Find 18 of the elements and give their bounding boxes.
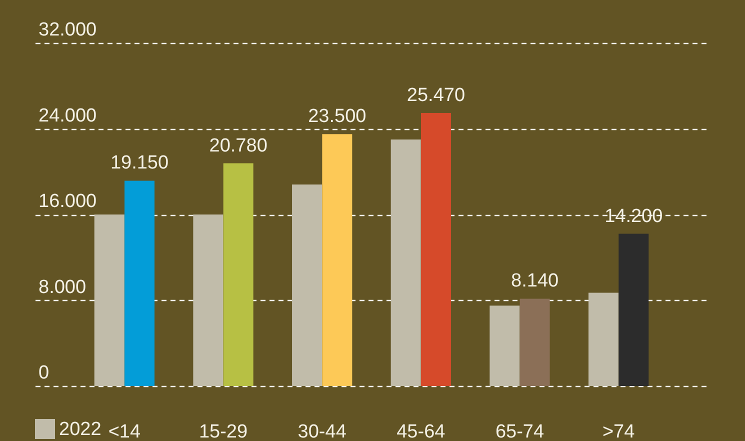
data-label: 25.470 bbox=[406, 84, 466, 106]
y-tick-label: 8.000 bbox=[38, 276, 86, 298]
y-tick-label: 32.000 bbox=[38, 20, 97, 40]
x-tick-label: >74 bbox=[602, 422, 636, 441]
legend-label: 2022 bbox=[59, 419, 102, 440]
data-label: 20.780 bbox=[209, 135, 268, 156]
x-tick-label: <14 bbox=[108, 422, 141, 441]
data-label: 23.500 bbox=[308, 106, 366, 128]
data-label: 14.200 bbox=[604, 206, 663, 227]
x-tick-label: 15-29 bbox=[198, 422, 248, 441]
y-tick-label: 16.000 bbox=[38, 191, 97, 212]
data-label: 19.150 bbox=[110, 152, 169, 174]
x-tick-label: 45-64 bbox=[396, 422, 446, 441]
data-label: 8.140 bbox=[511, 270, 559, 292]
x-tick-label: 65-74 bbox=[495, 422, 544, 441]
x-tick-label: 30-44 bbox=[298, 422, 347, 441]
y-tick-label: 0 bbox=[38, 362, 50, 384]
y-tick-label: 24.000 bbox=[38, 105, 97, 126]
